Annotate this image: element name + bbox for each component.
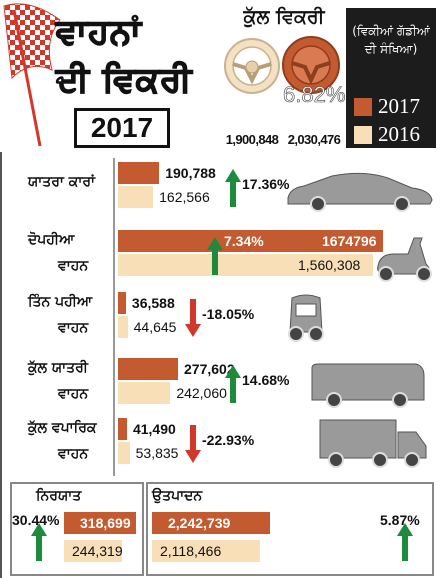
change-percent: 7.34% (224, 233, 264, 249)
value-2017: 41,490 (133, 421, 176, 437)
legend-item-2016: 2016 (354, 122, 420, 147)
title-line-1: ਵਾਹਨਾਂ (56, 12, 142, 52)
up-arrow-icon (396, 522, 414, 562)
row-label: ਯਾਤਰਾ ਕਾਰਾਂ (28, 174, 95, 190)
row-label: ਦੋਪਹੀਆ (28, 232, 74, 248)
change-percent: 17.36% (242, 176, 289, 192)
change-percent: 14.68% (242, 372, 289, 388)
legend-title: (ਵਿਕੀਆਂ ਗੱਡੀਆਂ ਦੀ ਸੰਖਿਆ) (350, 22, 432, 58)
value-2016: 1,560,308 (298, 257, 360, 273)
down-arrow-icon (184, 298, 202, 338)
row-label-sub: ਵਾਹਨ (58, 258, 88, 274)
legend-swatch-2017 (354, 98, 372, 116)
legend-item-2017: 2017 (354, 94, 420, 119)
legend: (ਵਿਕੀਆਂ ਗੱਡੀਆਂ ਦੀ ਸੰਖਿਆ) 2017 2016 (346, 8, 436, 148)
row-label-sub: ਵਾਹਨ (58, 446, 88, 462)
row-label: ਕੁੱਲ ਵਪਾਰਿਕ (28, 420, 96, 436)
box-label: ਉਤਪਾਦਨ (152, 488, 202, 504)
value-2016: 44,645 (134, 319, 177, 335)
value-2016: 242,060 (176, 385, 227, 401)
bar-2017 (118, 292, 126, 314)
bus-icon (308, 360, 426, 410)
up-arrow-icon (224, 364, 242, 404)
chart-row-passenger_cars: ਯਾਤਰਾ ਕਾਰਾਂ 190,788 162,566 17.36% (0, 160, 440, 220)
bar-2017 (118, 418, 127, 440)
auto-rickshaw-icon (286, 292, 326, 342)
year-box: 2017 (74, 108, 170, 148)
truck-icon (316, 418, 428, 470)
legend-label-2017: 2017 (378, 94, 420, 119)
value-2017: 2,242,739 (168, 515, 230, 531)
row-label: ਤਿੰਨ ਪਹੀਆ (28, 294, 92, 310)
chart-row-two_wheelers: ਦੋਪਹੀਆ ਵਾਹਨ 1674796 1,560,308 7.34% (0, 228, 440, 288)
value-2016: 2,118,466 (160, 543, 221, 559)
chart-row-three_wheelers: ਤਿੰਨ ਪਹੀਆ ਵਾਹਨ 36,588 44,645 -18.05% (0, 290, 440, 350)
steering-wheel-icon (222, 36, 282, 96)
total-sales-label: ਕੁੱਲ ਵਿਕਰੀ (232, 6, 336, 28)
bar-2016 (118, 382, 170, 404)
down-arrow-icon (184, 424, 202, 464)
header: ਵਾਹਨਾਂ ਦੀ ਵਿਕਰੀ 2017 ਕੁੱਲ ਵਿਕਰੀ 6.82% 1,… (0, 0, 440, 152)
up-arrow-icon (224, 168, 242, 208)
scooter-icon (370, 230, 436, 282)
row-label-sub: ਵਾਹਨ (58, 386, 88, 402)
bar-2017 (118, 162, 159, 184)
title-line-2: ਦੀ ਵਿਕਰੀ (56, 60, 192, 100)
row-label-sub: ਵਾਹਨ (58, 320, 88, 336)
change-percent: -22.93% (202, 432, 254, 448)
total-change-percent: 6.82% (283, 82, 337, 108)
total-2017-value: 2,030,476 (278, 132, 350, 147)
up-arrow-icon (206, 236, 224, 276)
change-percent: -18.05% (202, 306, 254, 322)
bar-2016 (118, 442, 130, 464)
chart-row-total_commercial: ਕੁੱਲ ਵਪਾਰਿਕ ਵਾਹਨ 41,490 53,835 -22.93% (0, 416, 440, 476)
legend-swatch-2016 (354, 126, 372, 144)
bar-2016 (118, 316, 128, 338)
value-2017: 1674796 (322, 233, 377, 249)
box-production: ਉਤਪਾਦਨ 2,242,739 2,118,466 5.87% (0, 482, 440, 576)
value-2017: 36,588 (132, 295, 175, 311)
chart-row-total_passenger: ਕੁੱਲ ਯਾਤਰੀ ਵਾਹਨ 277,602 242,060 14.68% (0, 356, 440, 416)
value-2016: 162,566 (159, 189, 210, 205)
value-2017: 190,788 (165, 165, 216, 181)
legend-label-2016: 2016 (378, 122, 420, 147)
bar-2017 (118, 358, 178, 380)
bar-2016 (118, 186, 153, 208)
row-label: ਕੁੱਲ ਯਾਤਰੀ (28, 360, 88, 376)
car-icon (284, 168, 434, 212)
value-2016: 53,835 (136, 445, 179, 461)
